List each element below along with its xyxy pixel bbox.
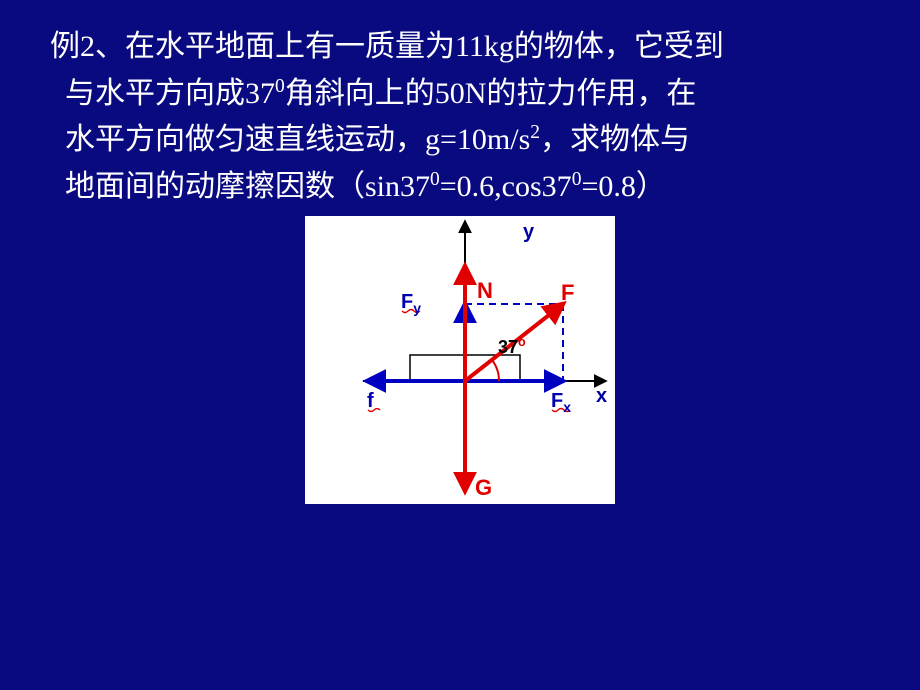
- label-angle-sup: o: [518, 335, 526, 349]
- line4-sup1: 0: [430, 169, 440, 190]
- label-fx-main: F: [551, 390, 563, 412]
- label-fx: Fx: [551, 391, 571, 411]
- line2-post: 角斜向上的50N的拉力作用，在: [285, 77, 697, 110]
- label-fy-main: F: [401, 291, 413, 313]
- line4-post: =0.8）: [581, 170, 665, 203]
- label-y-axis: y: [523, 222, 534, 242]
- label-n: N: [477, 280, 493, 302]
- line1: 例2、在水平地面上有一质量为11kg的物体，它受到: [50, 30, 724, 63]
- line4-pre: 地面间的动摩擦因数（sin37: [65, 170, 430, 203]
- label-fy: Fy: [401, 292, 421, 312]
- label-x-axis: x: [596, 386, 607, 406]
- label-angle-num: 37: [498, 337, 518, 357]
- line3-sup: 2: [530, 122, 540, 143]
- line2-pre: 与水平方向成37: [65, 77, 275, 110]
- line3-pre: 水平方向做匀速直线运动，g=10m/s: [65, 123, 530, 156]
- label-angle: 37o: [498, 338, 526, 356]
- diagram-svg: [305, 216, 615, 504]
- line3-post: ，求物体与: [540, 123, 690, 156]
- label-fx-sub: x: [563, 399, 571, 415]
- line2-sup: 0: [275, 76, 285, 97]
- label-fy-sub: y: [413, 300, 421, 316]
- label-friction: f: [367, 391, 374, 411]
- angle-arc: [492, 360, 499, 381]
- label-f-force: F: [561, 282, 574, 304]
- label-g: G: [475, 477, 492, 499]
- line4-sup2: 0: [572, 169, 582, 190]
- line4-mid: =0.6,cos37: [440, 170, 572, 203]
- problem-text: 例2、在水平地面上有一质量为11kg的物体，它受到 与水平方向成370角斜向上的…: [0, 0, 920, 210]
- diagram-container: y N Fy F 37o f Fx x G: [0, 216, 920, 504]
- force-diagram: y N Fy F 37o f Fx x G: [305, 216, 615, 504]
